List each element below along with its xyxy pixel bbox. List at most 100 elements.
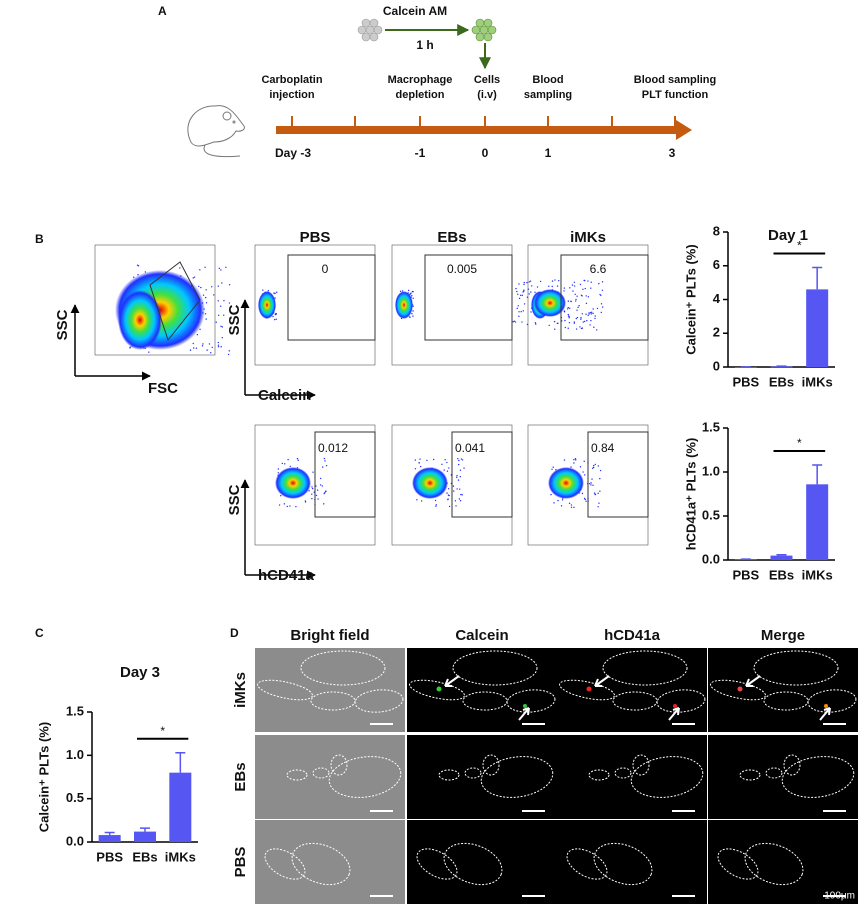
event-dot xyxy=(574,457,577,460)
event-dot xyxy=(590,287,592,289)
event-label: injection xyxy=(269,89,315,101)
event-dot xyxy=(458,498,461,500)
event-dot xyxy=(312,471,314,473)
event-dot xyxy=(520,311,522,313)
event-dot xyxy=(518,283,520,285)
event-dot xyxy=(593,326,595,328)
event-dot xyxy=(137,265,140,267)
event-dot xyxy=(456,488,458,490)
event-dot xyxy=(323,492,325,495)
pointer-arrow xyxy=(668,707,680,721)
event-dot xyxy=(567,306,569,309)
event-dot xyxy=(593,492,596,494)
event-dot xyxy=(600,294,602,297)
cell-outline xyxy=(781,756,855,798)
event-dot xyxy=(426,459,428,462)
error-bar xyxy=(104,831,115,836)
event-dot xyxy=(444,459,446,461)
event-dot xyxy=(323,457,326,460)
pointer-arrow xyxy=(819,707,831,721)
event-dot xyxy=(517,305,519,307)
event-dot xyxy=(286,505,288,508)
event-dot xyxy=(580,316,582,319)
event-dot xyxy=(228,284,231,286)
gate xyxy=(424,254,513,341)
panel-label: A xyxy=(158,4,167,18)
event-dot xyxy=(210,286,213,288)
event-dot xyxy=(600,311,602,314)
cell-outline xyxy=(783,754,801,776)
event-dot xyxy=(536,286,539,288)
cell-outline xyxy=(632,754,650,776)
event-dot xyxy=(446,461,448,464)
cell-outline xyxy=(602,650,688,686)
row-label: PBS xyxy=(232,847,249,878)
event-dot xyxy=(573,459,575,461)
event-dot xyxy=(399,290,402,293)
micrograph xyxy=(407,648,557,732)
event-dot xyxy=(578,305,580,307)
event-dot xyxy=(148,351,150,353)
event-dot xyxy=(217,345,220,348)
bar xyxy=(169,772,192,842)
event-dot xyxy=(581,492,584,495)
cell-outline xyxy=(462,691,508,711)
event-dot xyxy=(199,269,201,271)
event-dot xyxy=(459,469,462,471)
cell-outline xyxy=(291,842,351,886)
density xyxy=(534,289,566,317)
event-dot xyxy=(588,313,590,315)
event-dot xyxy=(311,493,313,495)
pointer-arrow xyxy=(518,707,530,721)
density xyxy=(275,467,311,499)
event-dot xyxy=(563,459,566,461)
event-dot xyxy=(277,468,280,470)
event-dot xyxy=(213,294,215,296)
event-dot xyxy=(551,285,553,288)
pointer-arrow xyxy=(745,675,761,687)
y-tick-label: 0.5 xyxy=(66,790,84,805)
event-dot xyxy=(311,487,314,490)
group-label: EBs xyxy=(437,229,466,246)
event-dot xyxy=(576,295,578,297)
event-dot xyxy=(267,289,270,292)
event-dot xyxy=(534,291,536,293)
event-dot xyxy=(441,463,443,465)
event-dot xyxy=(409,316,411,318)
event-dot xyxy=(553,320,556,323)
cell-outline xyxy=(452,650,538,686)
event-dot xyxy=(534,322,537,324)
x-tick-label: PBS xyxy=(732,374,759,389)
x-tick-label: PBS xyxy=(732,567,759,582)
cell-outline xyxy=(464,767,482,779)
timeline-arrow xyxy=(676,120,692,140)
event-dot xyxy=(295,505,297,508)
event-dot xyxy=(204,266,206,269)
event-dot xyxy=(564,319,566,322)
event-dot xyxy=(460,493,462,496)
event-dot xyxy=(205,318,207,320)
event-dot xyxy=(419,458,421,460)
cell-outline xyxy=(807,689,857,713)
mouse xyxy=(187,105,245,158)
event-dot xyxy=(535,323,537,325)
event-dot xyxy=(414,468,417,470)
cell-outline xyxy=(506,689,556,713)
event-dot xyxy=(580,327,583,330)
event-dot xyxy=(196,333,199,336)
cell-outline xyxy=(328,756,402,798)
cell-outline xyxy=(300,650,386,686)
event-dot xyxy=(215,321,218,323)
event-dot xyxy=(447,498,449,500)
event-dot xyxy=(217,341,220,344)
event-dot xyxy=(201,345,204,347)
event-dot xyxy=(585,295,587,297)
event-dot xyxy=(579,466,582,468)
error-bar xyxy=(812,464,823,485)
event-dot xyxy=(583,279,585,282)
event-dot xyxy=(598,502,600,504)
event-dot xyxy=(599,490,601,492)
event-dot xyxy=(448,505,451,508)
event-dot xyxy=(275,318,277,320)
column-label: Merge xyxy=(761,627,805,644)
